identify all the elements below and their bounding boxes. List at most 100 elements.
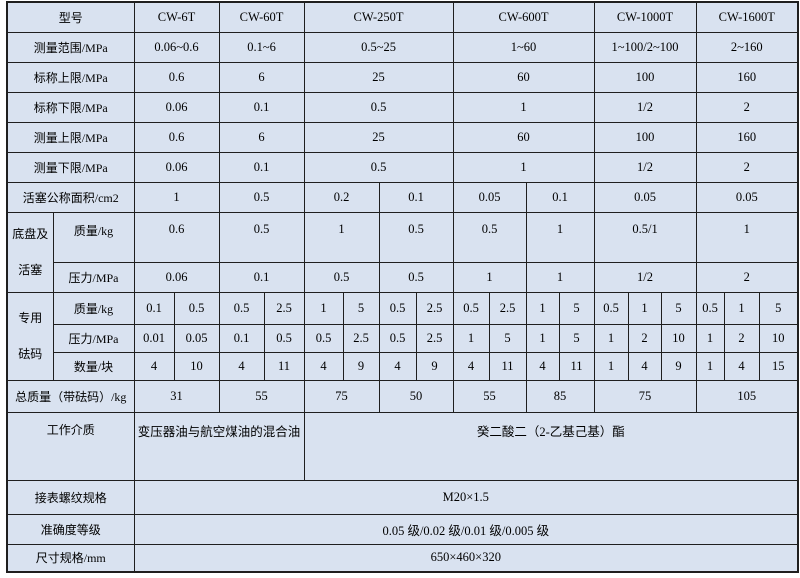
cell-value: 9: [660, 351, 697, 381]
cell-value: 0.06: [133, 151, 220, 183]
cell-value: 1: [452, 91, 595, 123]
row-measuring-lower: 测量下限/MPa 0.06 0.1 0.5 1 1/2 2: [6, 151, 799, 183]
row-label: 质量/kg: [52, 211, 135, 263]
row-label: 尺寸规格/mm: [6, 543, 135, 573]
cell-value: 11: [488, 351, 527, 381]
cell-value: 0.5: [218, 181, 305, 213]
cell-value: 60: [452, 61, 595, 93]
cell-value: 650×460×320: [133, 543, 799, 573]
cell-value: 0.6: [133, 121, 220, 153]
cell-value: 0.5: [378, 291, 417, 325]
row-label: 测量下限/MPa: [6, 151, 135, 183]
cell-value: 5: [342, 291, 380, 325]
cell-value: 0.1: [218, 151, 305, 183]
cell-value: 0.5: [303, 261, 380, 293]
cell-value: 100: [593, 121, 697, 153]
row-nominal-lower: 标称下限/MPa 0.06 0.1 0.5 1 1/2 2: [6, 91, 799, 123]
model-header: CW-60T: [218, 1, 305, 33]
cell-value: 5: [558, 323, 595, 353]
cell-value: 2.5: [415, 323, 454, 353]
row-label: 标称上限/MPa: [6, 61, 135, 93]
cell-value: 0.5: [263, 323, 305, 353]
cell-value: 11: [263, 351, 305, 381]
cell-value: 2.5: [263, 291, 305, 325]
cell-value: 0.05: [695, 181, 799, 213]
cell-value: 100: [593, 61, 697, 93]
cell-value: 0.05: [593, 181, 697, 213]
row-nominal-upper: 标称上限/MPa 0.6 6 25 60 100 160: [6, 61, 799, 93]
cell-value: 0.5: [303, 91, 454, 123]
cell-value: 6: [218, 121, 305, 153]
cell-value: 0.2: [303, 181, 380, 213]
cell-value: 105: [695, 379, 799, 413]
cell-value: 160: [695, 121, 799, 153]
cell-value: 1: [452, 323, 490, 353]
spec-table: 型号 CW-6T CW-60T CW-250T CW-600T CW-1000T…: [6, 1, 800, 573]
model-header: CW-250T: [303, 1, 454, 33]
cell-value: 0.6: [133, 211, 220, 263]
cell-value: 0.5: [378, 261, 454, 293]
cell-value: 85: [525, 379, 595, 413]
row-label: 压力/MPa: [52, 323, 135, 353]
row-label: 工作介质: [6, 411, 135, 481]
cell-value: 0.5: [218, 291, 265, 325]
row-label: 标称下限/MPa: [6, 91, 135, 123]
cell-value: 1: [695, 323, 725, 353]
cell-value: 2: [695, 91, 799, 123]
cell-value: 5: [488, 323, 527, 353]
cell-value: 0.1: [525, 181, 595, 213]
cell-value: 75: [593, 379, 697, 413]
cell-value: 2: [695, 261, 799, 293]
cell-value: 0.5: [218, 211, 305, 263]
cell-value: 55: [452, 379, 527, 413]
cell-value: 9: [342, 351, 380, 381]
row-measuring-upper: 测量上限/MPa 0.6 6 25 60 100 160: [6, 121, 799, 153]
cell-value: 0.5: [452, 291, 490, 325]
cell-value: 1: [133, 181, 220, 213]
cell-value: 1/2: [593, 91, 697, 123]
cell-value: 4: [378, 351, 417, 381]
cell-value: 31: [133, 379, 220, 413]
row-piston-area: 活塞公称面积/cm2 1 0.5 0.2 0.1 0.05 0.1 0.05 0…: [6, 181, 799, 213]
row-thread-spec: 接表螺纹规格 M20×1.5: [6, 479, 799, 515]
row-label: 总质量（带砝码）/kg: [6, 379, 135, 413]
cell-value: 0.1~6: [218, 31, 305, 63]
cell-value: 60: [452, 121, 595, 153]
cell-value: 0.5: [303, 151, 454, 183]
cell-value: 1: [695, 351, 725, 381]
cell-value: 1: [593, 323, 629, 353]
cell-value: 4: [627, 351, 662, 381]
model-header: CW-600T: [452, 1, 595, 33]
cell-value: 0.06: [133, 261, 220, 293]
cell-value: 25: [303, 121, 454, 153]
cell-value: 0.5/1: [593, 211, 697, 263]
cell-value: 2: [695, 151, 799, 183]
cell-value: 15: [758, 351, 799, 381]
cell-value: 4: [525, 351, 560, 381]
cell-value: 1: [303, 291, 344, 325]
row-total-mass: 总质量（带砝码）/kg 31 55 75 50 55 85 75 105: [6, 379, 799, 413]
row-dimensions: 尺寸规格/mm 650×460×320: [6, 543, 799, 573]
cell-value: 0.05: [173, 323, 220, 353]
cell-value: 1/2: [593, 151, 697, 183]
cell-value: 0.05 级/0.02 级/0.01 级/0.005 级: [133, 513, 799, 545]
cell-value: 10: [173, 351, 220, 381]
cell-value: 2.5: [342, 323, 380, 353]
cell-value: 1/2: [593, 261, 697, 293]
cell-value: 1: [303, 211, 380, 263]
cell-value: 0.5: [378, 323, 417, 353]
cell-value: 0.6: [133, 61, 220, 93]
cell-value: 5: [660, 291, 697, 325]
cell-value: 10: [758, 323, 799, 353]
cell-value: 0.1: [218, 91, 305, 123]
cell-value: 1: [593, 351, 629, 381]
row-label: 质量/kg: [52, 291, 135, 325]
row-weights-pressure: 压力/MPa 0.01 0.05 0.1 0.5 0.5 2.5 0.5 2.5…: [7, 323, 799, 353]
cell-value: 55: [218, 379, 305, 413]
cell-value: 2~160: [695, 31, 799, 63]
cell-value: 1: [525, 211, 595, 263]
cell-value: 0.1: [218, 323, 265, 353]
cell-value: 0.5: [593, 291, 629, 325]
row-range: 测量范围/MPa 0.06~0.6 0.1~6 0.5~25 1~60 1~10…: [6, 31, 799, 63]
cell-value: 9: [415, 351, 454, 381]
